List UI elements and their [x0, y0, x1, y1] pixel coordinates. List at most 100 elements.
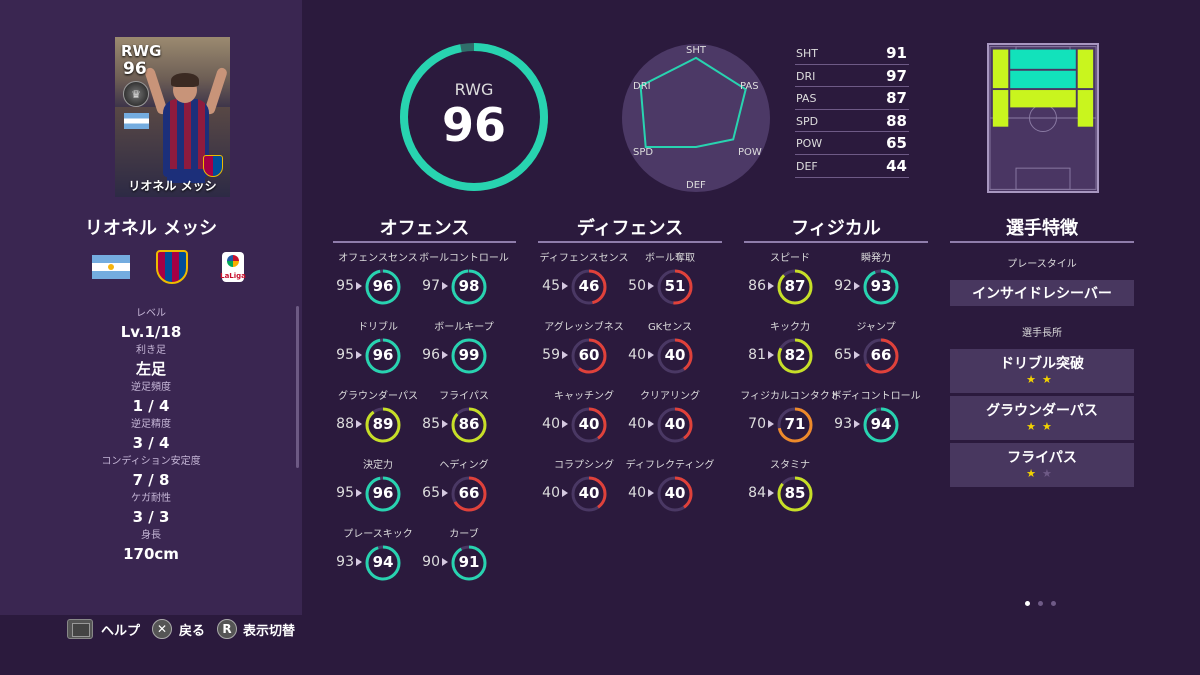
section-title-physical: フィジカル: [791, 218, 881, 239]
attribute-base-value: 70: [748, 416, 766, 432]
attribute-ring: [451, 269, 487, 305]
skill-stars: ★★: [950, 467, 1134, 480]
attribute-base-value: 45: [542, 278, 560, 294]
profile-value: Lv.1/18: [120, 323, 182, 341]
attribute-item[interactable]: スピード 86 87: [744, 253, 824, 315]
attribute-item[interactable]: オフェンスセンス 95 96: [332, 253, 418, 315]
stat-value: 87: [886, 89, 907, 108]
attribute-ring: [365, 545, 401, 581]
playstyle-box[interactable]: インサイドレシーバー: [950, 280, 1134, 306]
attribute-ring: [365, 338, 401, 374]
profile-value: 3 / 4: [132, 434, 170, 452]
skill-item[interactable]: フライパス ★★: [950, 443, 1134, 487]
attribute-item[interactable]: ディフレクティング 40 40: [624, 460, 714, 522]
attribute-ring: [571, 338, 607, 374]
attribute-item[interactable]: GKセンス 40 40: [624, 322, 704, 384]
attribute-item[interactable]: アグレッシブネス 59 60: [538, 322, 624, 384]
attribute-base-value: 40: [542, 416, 560, 432]
skill-stars: ★★: [950, 373, 1134, 386]
overall-rating-ring: [400, 43, 548, 191]
skill-item[interactable]: ドリブル突破 ★★: [950, 349, 1134, 393]
attribute-item[interactable]: スタミナ 84 85: [744, 460, 824, 522]
attribute-base-value: 93: [336, 554, 354, 570]
pos-rwf: [1077, 49, 1094, 89]
profile-label: コンディション安定度: [101, 456, 201, 467]
attribute-item[interactable]: フィジカルコンタクト 70 71: [740, 391, 840, 453]
attribute-item[interactable]: フライパス 85 86: [418, 391, 498, 453]
attribute-value: 40: [578, 415, 600, 433]
pos-lmf: [992, 90, 1009, 127]
league-logo-icon: LaLiga: [220, 252, 246, 282]
profile-label: 逆足頻度: [131, 382, 171, 393]
attribute-item[interactable]: グラウンダーパス 88 89: [332, 391, 418, 453]
card-position: RWG: [121, 42, 162, 60]
profile-label: 身長: [141, 530, 161, 541]
section-title-defense: ディフェンス: [576, 218, 684, 239]
attribute-item[interactable]: ドリブル 95 96: [332, 322, 412, 384]
attribute-name: ボール奪取: [645, 253, 695, 264]
page-dot[interactable]: [1051, 601, 1056, 606]
page-dot-active[interactable]: [1025, 601, 1030, 606]
star-icon: ★: [1026, 420, 1042, 433]
attribute-name: クリアリング: [640, 391, 700, 402]
pos-rmf: [1077, 90, 1094, 127]
attribute-item[interactable]: ディフェンスセンス 45 46: [538, 253, 628, 315]
attribute-arrow-icon: [648, 282, 654, 290]
attribute-arrow-icon: [356, 420, 362, 428]
attribute-item[interactable]: キック力 81 82: [744, 322, 824, 384]
radar-polygon: [639, 56, 747, 148]
rating-overall: 96: [441, 98, 506, 152]
section-divider-physical: [744, 241, 928, 243]
attribute-item[interactable]: 瞬発力 92 93: [830, 253, 910, 315]
skill-stars: ★★: [950, 420, 1134, 433]
attribute-item[interactable]: プレースキック 93 94: [332, 529, 413, 591]
stat-name: SHT: [796, 47, 818, 60]
attribute-item[interactable]: 決定力 95 96: [332, 460, 412, 522]
profile-value: 3 / 3: [132, 508, 170, 526]
player-card[interactable]: RWG 96 ♛ リオネル メッシ: [115, 37, 230, 197]
attribute-arrow-icon: [442, 558, 448, 566]
profile-label: 逆足精度: [131, 419, 171, 430]
back-button[interactable]: 戻る: [179, 624, 206, 639]
attribute-item[interactable]: ボディコントロール 93 94: [830, 391, 921, 453]
attribute-base-value: 95: [336, 278, 354, 294]
attribute-base-value: 97: [422, 278, 440, 294]
attribute-item[interactable]: ボールキープ 96 99: [418, 322, 498, 384]
attribute-item[interactable]: クリアリング 40 40: [624, 391, 704, 453]
attribute-item[interactable]: ジャンプ 65 66: [830, 322, 910, 384]
attribute-name: グラウンダーパス: [338, 391, 418, 402]
attribute-base-value: 93: [834, 416, 852, 432]
attribute-name: ディフレクティング: [625, 460, 715, 471]
attribute-value: 60: [578, 346, 600, 364]
profile-scrollbar[interactable]: [296, 306, 299, 468]
attribute-arrow-icon: [442, 489, 448, 497]
attribute-item[interactable]: カーブ 90 91: [418, 529, 498, 591]
help-button[interactable]: ヘルプ: [101, 624, 141, 639]
attribute-name: GKセンス: [647, 322, 693, 333]
attribute-base-value: 96: [422, 347, 440, 363]
skill-item[interactable]: グラウンダーパス ★★: [950, 396, 1134, 440]
card-flag-icon: [124, 113, 149, 129]
attribute-name: スタミナ: [770, 460, 810, 471]
stat-row-pas: PAS 87: [795, 87, 909, 110]
attribute-item[interactable]: ボール奪取 50 51: [624, 253, 704, 315]
attribute-value: 94: [870, 415, 892, 433]
attribute-base-value: 90: [422, 554, 440, 570]
player-profile-list: レベル Lv.1/18 利き足 左足 逆足頻度 1 / 4 逆足精度 3 / 4 コンディション…: [0, 306, 302, 565]
attribute-item[interactable]: ヘディング 65 66: [418, 460, 498, 522]
attribute-item[interactable]: コラプシング 40 40: [538, 460, 618, 522]
attribute-ring: [451, 545, 487, 581]
attribute-name: ボールキープ: [434, 322, 494, 333]
card-player-image: [163, 99, 209, 177]
player-info-panel: RWG 96 ♛ リオネル メッシ リオネル メッシ LaLiga レベル Lv.…: [0, 0, 302, 615]
toggle-view-button[interactable]: 表示切替: [243, 624, 296, 639]
attribute-name: フィジカルコンタクト: [740, 391, 840, 402]
section-title-traits: 選手特徴: [1006, 218, 1078, 239]
card-club-crest-icon: [203, 155, 223, 177]
attribute-value: 96: [372, 484, 394, 502]
star-icon: ★: [1026, 373, 1042, 386]
attribute-item[interactable]: キャッチング 40 40: [538, 391, 618, 453]
attribute-base-value: 50: [628, 278, 646, 294]
attribute-item[interactable]: ボールコントロール 97 98: [418, 253, 509, 315]
page-dot[interactable]: [1038, 601, 1043, 606]
